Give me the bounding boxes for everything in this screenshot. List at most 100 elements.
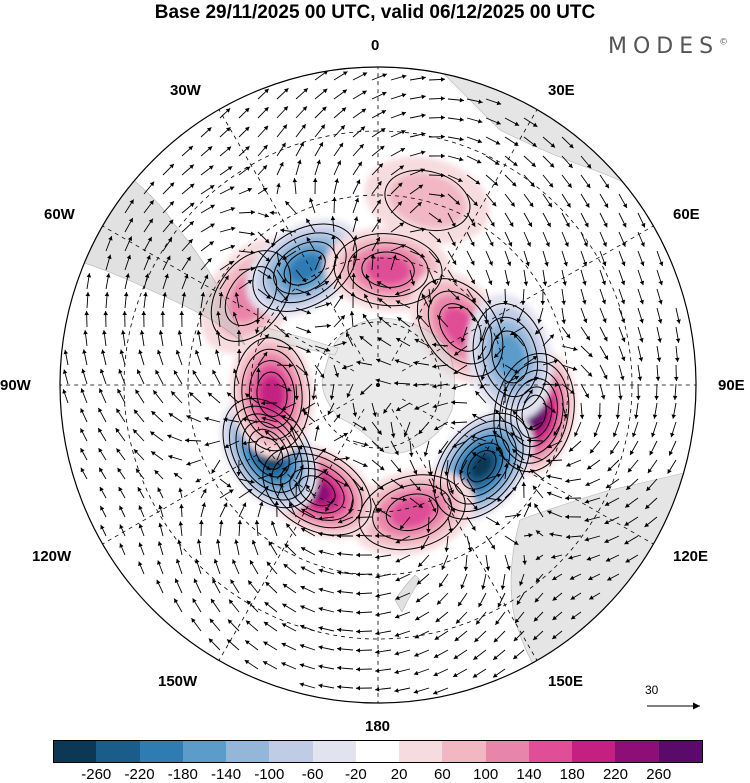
wind-vector [409,497,423,509]
wind-vector [390,222,405,233]
wind-vector [242,417,259,423]
wind-vector [634,402,639,419]
anomaly-center [349,468,475,557]
meridian-line [391,109,538,362]
wind-vector [504,250,512,267]
wind-vector [314,280,330,290]
wind-vector [274,500,280,518]
wind-vector [314,255,322,271]
wind-vector [580,307,588,324]
wind-vector [495,326,506,341]
wind-vector [516,592,525,606]
wind-vector [257,501,264,518]
wind-vector [352,90,367,100]
wind-vector [245,620,259,632]
wind-vector [314,124,326,138]
wind-vector [276,445,284,461]
wind-vector [625,478,639,491]
wind-vector [346,383,354,398]
wind-vector [337,516,354,524]
wind-vector [604,497,620,506]
wind-vector [546,491,563,499]
wind-vector [173,369,183,385]
wind-vector [232,311,240,328]
wind-vector [444,459,449,476]
wind-vector [624,516,639,527]
wind-vector [481,573,487,590]
wind-vector [568,440,582,452]
wind-vector [314,141,324,157]
wind-vector [209,618,221,632]
wind-vector [584,497,601,504]
wind-vector [569,573,582,580]
colorbar-swatch [615,740,660,763]
wind-vector [466,250,475,266]
wind-vector [337,665,354,671]
wind-vector [433,668,449,677]
wind-vector [529,469,544,480]
wind-vector [618,326,626,343]
wind-vector [82,349,88,366]
antarctica-landmass [321,317,456,454]
wind-vector [200,146,213,157]
wind-vector [281,642,297,651]
wind-vector [519,573,525,586]
contour-line [460,442,504,490]
wind-vector [414,611,430,621]
wind-vector [466,174,481,185]
wind-vector [139,330,145,347]
wind-vector [105,254,112,271]
wind-vector [375,649,392,655]
wind-vector [119,524,126,537]
wind-vector [542,334,555,347]
wind-vector [522,554,527,565]
wind-vector [295,364,309,376]
wind-vector [452,668,468,678]
wind-vector [552,592,563,601]
lon-label-30w: 30W [170,82,201,99]
wind-vector [98,388,107,404]
wind-vector [542,212,552,228]
wind-vector [542,359,559,366]
wind-vector [276,466,288,480]
wind-vector [100,349,107,366]
wind-vector [200,274,209,290]
wind-vector [580,174,591,189]
wind-vector [257,459,271,471]
wind-vector [143,292,148,309]
wind-vector [432,402,449,409]
wind-vector [409,478,421,492]
wind-vector [593,421,601,438]
wind-vector [371,91,387,100]
wind-vector [143,255,151,271]
wind-vector [238,502,247,518]
wind-vector [181,238,193,252]
wind-vector [629,440,639,456]
wind-vector [226,392,240,404]
wind-vector [100,524,107,537]
wind-vector [238,187,253,195]
wind-vector [618,193,628,209]
wind-vector [447,250,457,266]
wind-vector [119,543,126,556]
wind-vector [288,502,297,518]
wind-vector [333,107,347,119]
wind-vector [637,364,643,381]
wind-vector [199,519,204,537]
wind-vector [305,218,316,233]
wind-vector [97,427,107,442]
wind-vector [580,155,592,169]
wind-vector [637,269,645,286]
wind-vector [547,510,563,518]
wind-vector [352,108,367,119]
wind-vector [492,668,506,678]
wind-vector [276,288,289,302]
wind-vector [523,269,529,286]
wind-vector [513,333,525,347]
wind-vector [433,649,449,659]
wind-vector [219,478,232,488]
wind-vector [329,383,335,400]
meridian-line [218,109,365,362]
wind-vector [580,383,590,399]
colorbar-tick-label: -260 [81,766,112,783]
